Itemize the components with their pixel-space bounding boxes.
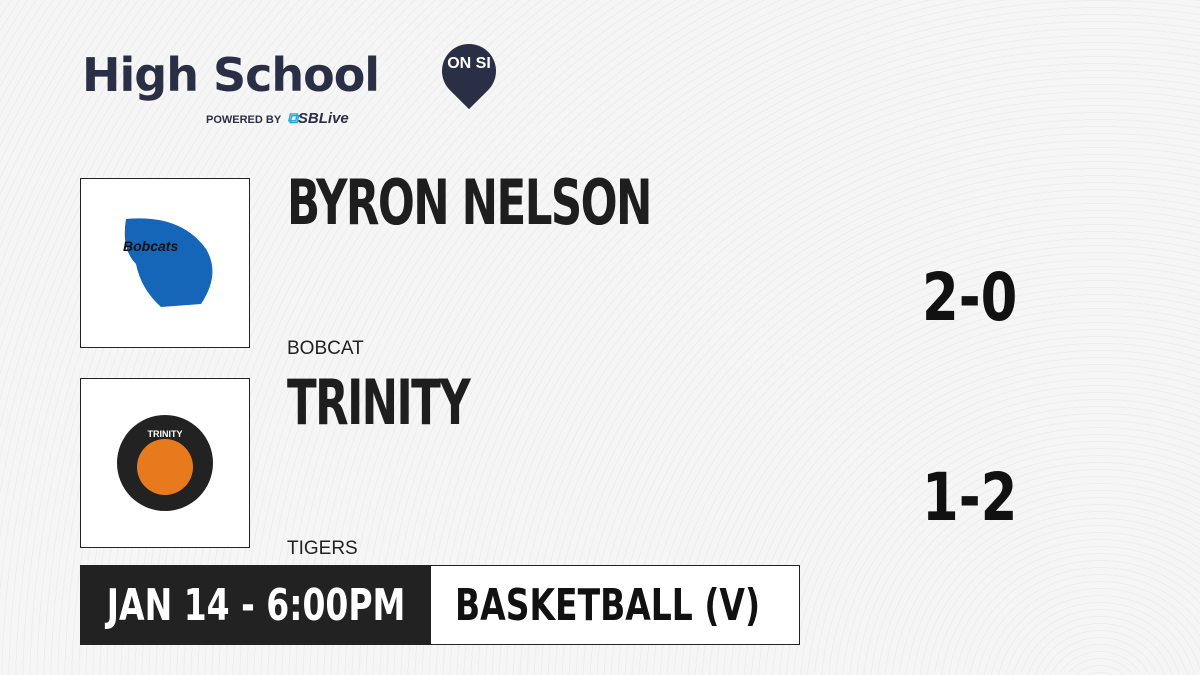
team-name-home: BYRON NELSON [287,166,652,239]
team-mascot-home: BOBCAT [287,338,364,359]
game-datetime: JAN 14 - 6:00PM [81,566,431,644]
team-logo-trinity: TRINITY [80,378,250,548]
game-sport: BASKETBALL (V) [455,579,761,631]
svg-text:TRINITY: TRINITY [148,429,183,439]
team-name-away: TRINITY [287,366,471,439]
team-logo-byron-nelson: Bobcats [80,178,250,348]
on-si-pin-icon: ON SI [430,32,508,110]
logo-title: High School [82,48,380,102]
powered-by: POWERED BY ⧉SBLive [206,110,349,127]
team-record-away: 1-2 [922,459,1018,536]
game-info-bar: JAN 14 - 6:00PM BASKETBALL (V) [80,565,800,645]
site-logo[interactable]: High School ON SI POWERED BY ⧉SBLive [82,32,508,127]
team-mascot-away: TIGERS [287,538,358,559]
svg-text:Bobcats: Bobcats [123,238,178,254]
team-record-home: 2-0 [922,259,1018,336]
